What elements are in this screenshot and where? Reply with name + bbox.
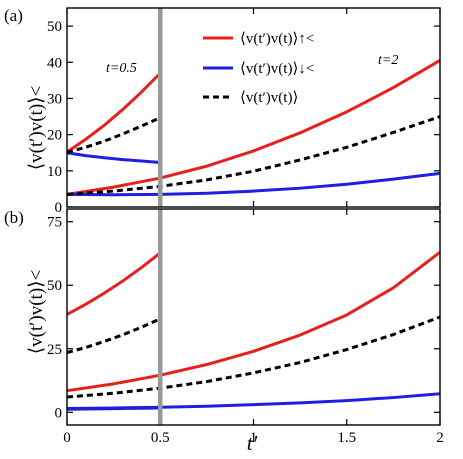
xtick-label: 0 xyxy=(63,430,71,446)
series-line-down-t2 xyxy=(66,171,441,197)
ytick-label: 30 xyxy=(47,91,62,107)
panel-a-axes-frame xyxy=(66,7,441,208)
panel-b: (b) 0 25 50 75 0 0.5 1 1.5 2 ⟨v(t′)v(t)⟩< t′ xyxy=(4,208,444,455)
ytick-label: 20 xyxy=(47,128,62,144)
panel-b-xticks: 0 0.5 1 1.5 2 xyxy=(63,209,444,446)
series-line-total-t2 xyxy=(66,315,441,399)
xtick-label: 1 xyxy=(250,430,258,446)
legend-label-total: ⟨v(t′)v(t)⟩ xyxy=(240,90,298,106)
ytick-label: 75 xyxy=(47,215,62,231)
series-line-total-t05 xyxy=(66,317,161,355)
series-line-down-t05 xyxy=(66,151,161,164)
panel-a: (a) 0 10 20 30 40 50 t=0.5 t=2 ⟨v(t′)v(t)⟩< ⟨… xyxy=(4,6,441,216)
ytick-label: 50 xyxy=(47,19,62,35)
x-axis-label: t′ xyxy=(247,431,258,455)
ytick-label: 40 xyxy=(47,55,62,71)
series-line-up-t05 xyxy=(66,72,162,154)
annotation-t-2: t=2 xyxy=(378,53,398,68)
panel-a-ylabel: ⟨v(t′)v(t)⟩< xyxy=(26,86,47,171)
panel-b-yticks: 0 25 50 75 xyxy=(47,215,440,421)
xtick-label: 2 xyxy=(436,430,444,446)
annotation-t-0-5: t=0.5 xyxy=(106,61,137,76)
series-line-up-t2 xyxy=(66,59,441,196)
series-line-total-t05 xyxy=(66,116,161,154)
legend-label-up: ⟨v(t′)v(t)⟩↑< xyxy=(240,31,314,47)
panel-b-ylabel: ⟨v(t′)v(t)⟩< xyxy=(26,270,47,355)
legend: ⟨v(t′)v(t)⟩↑< ⟨v(t′)v(t)⟩↓< ⟨v(t′)v(t)⟩ xyxy=(203,31,314,106)
series-line-up-t05 xyxy=(66,251,162,316)
ytick-label: 25 xyxy=(47,342,62,358)
panel-a-series xyxy=(66,59,441,197)
panel-a-label: (a) xyxy=(4,6,23,25)
panel-b-axes-frame xyxy=(66,208,441,426)
legend-label-down: ⟨v(t′)v(t)⟩↓< xyxy=(240,61,314,77)
panel-b-series xyxy=(66,251,441,411)
ytick-label: 0 xyxy=(55,405,63,421)
series-line-up-t2 xyxy=(66,251,441,393)
series-line-down-t2 xyxy=(66,392,441,410)
ytick-label: 0 xyxy=(55,200,63,216)
ytick-label: 10 xyxy=(47,164,62,180)
xtick-label: 0.5 xyxy=(151,430,170,446)
ytick-label: 50 xyxy=(47,278,62,294)
panel-b-label: (b) xyxy=(4,208,24,227)
panel-a-yticks: 0 10 20 30 40 50 xyxy=(47,19,440,216)
xtick-label: 1.5 xyxy=(337,430,356,446)
series-line-total-t2 xyxy=(66,115,441,196)
